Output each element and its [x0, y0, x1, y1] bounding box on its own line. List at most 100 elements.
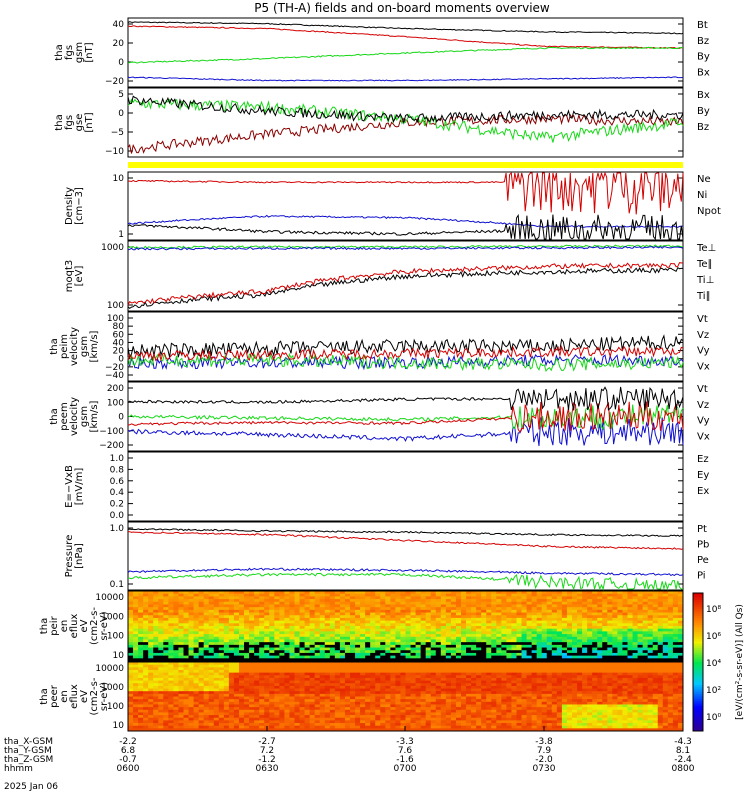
spectrogram-cell — [208, 685, 215, 689]
spectrogram-cell — [521, 626, 527, 630]
spectrogram-cell — [198, 644, 205, 648]
spectrogram-cell — [445, 693, 452, 697]
spectrogram-cell — [375, 720, 381, 724]
spectrogram-cell — [481, 696, 487, 700]
spectrogram-cell — [193, 636, 200, 640]
spectrogram-cell — [602, 620, 608, 624]
spectrogram-cell — [425, 680, 432, 684]
spectrogram-cell — [486, 672, 492, 676]
spectrogram-cell — [284, 612, 290, 616]
spectrogram-cell — [506, 609, 512, 613]
spectrogram-cell — [450, 634, 457, 638]
spectrogram-cell — [319, 696, 326, 700]
spectrogram-cell — [299, 634, 305, 638]
spectrogram-cell — [279, 720, 285, 724]
spectrogram-cell — [269, 652, 275, 657]
spectrogram-cell — [496, 626, 502, 630]
spectrogram-cell — [244, 664, 250, 668]
spectrogram-cell — [642, 599, 649, 603]
spectrogram-cell — [435, 593, 442, 597]
spectrogram-cell — [244, 620, 250, 624]
spectrogram-cell — [309, 615, 316, 619]
spectrogram-cell — [329, 675, 336, 679]
spectrogram-cell — [339, 620, 346, 624]
spectrogram-cell — [395, 591, 401, 595]
spectrogram-cell — [632, 639, 638, 643]
spectrogram-cell — [329, 628, 336, 632]
spectrogram-cell — [350, 728, 356, 732]
spectrogram-cell — [233, 655, 240, 659]
spectrogram-cell — [667, 623, 674, 627]
spectrogram-cell — [198, 655, 205, 659]
spectrogram-cell — [496, 639, 502, 643]
spectrogram-cell — [380, 607, 386, 611]
spectrogram-cell — [572, 652, 578, 657]
spectrogram-cell — [218, 642, 225, 646]
spectrogram-cell — [375, 669, 381, 674]
spectrogram-cell — [158, 650, 164, 654]
spectrogram-cell — [370, 596, 376, 600]
spectrogram-cell — [466, 626, 472, 630]
spectrogram-cell — [239, 680, 245, 684]
spectrogram-cell — [607, 604, 613, 608]
spectrogram-cell — [445, 604, 452, 608]
spectrogram-cell — [339, 664, 346, 668]
spectrogram-cell — [365, 634, 371, 638]
spectrogram-cell — [153, 677, 159, 681]
spectrogram-cell — [491, 609, 497, 613]
spectrogram-cell — [667, 604, 674, 608]
spectrogram-cell — [163, 693, 169, 697]
spectrogram-cell — [233, 709, 240, 713]
spectrogram-cell — [632, 599, 638, 603]
spectrogram-cell — [375, 599, 381, 603]
spectrogram-cell — [551, 617, 558, 622]
spectrogram-cell — [410, 669, 416, 674]
spectrogram-cell — [627, 652, 633, 657]
spectrogram-cell — [304, 704, 311, 708]
spectrogram-cell — [385, 699, 391, 703]
spectrogram-cell — [390, 615, 396, 619]
spectrogram-cell — [193, 717, 200, 721]
spectrogram-cell — [662, 639, 669, 643]
spectrogram-cell — [198, 609, 205, 613]
spectrogram-p9 — [128, 591, 684, 662]
spectrogram-cell — [173, 696, 179, 700]
spectrogram-cell — [264, 626, 270, 630]
spectrogram-cell — [450, 642, 457, 646]
spectrogram-cell — [188, 712, 194, 716]
spectrogram-cell — [289, 591, 295, 595]
spectrogram-cell — [435, 636, 442, 640]
spectrogram-cell — [158, 642, 164, 646]
spectrogram-cell — [385, 591, 391, 595]
spectrogram-cell — [425, 650, 432, 654]
spectrogram-cell — [344, 642, 351, 646]
spectrogram-cell — [657, 658, 664, 662]
spectrogram-cell — [188, 715, 194, 719]
spectrogram-cell — [476, 699, 482, 703]
spectrogram-cell — [233, 662, 240, 666]
spectrogram-cell — [425, 647, 432, 651]
spectrogram-cell — [299, 647, 305, 651]
spectrogram-cell — [198, 599, 205, 603]
spectrogram-cell — [355, 699, 361, 703]
spectrogram-cell — [223, 691, 230, 695]
spectrogram-cell — [143, 725, 149, 729]
spectrogram-cell — [228, 662, 235, 666]
spectrogram-cell — [486, 723, 492, 727]
spectrogram-cell — [153, 636, 159, 640]
spectrogram-cell — [279, 723, 285, 727]
spectrogram-cell — [228, 658, 235, 662]
spectrogram-cell — [466, 655, 472, 659]
spectrogram-cell — [239, 717, 245, 721]
spectrogram-cell — [461, 626, 467, 630]
spectrogram-cell — [637, 623, 644, 627]
legend-p4-item: Ti⊥ — [696, 275, 714, 286]
spectrogram-cell — [380, 604, 386, 608]
spectrogram-cell — [491, 601, 497, 605]
spectrogram-cell — [486, 620, 492, 624]
spectrogram-cell — [566, 628, 573, 632]
spectrogram-cell — [556, 623, 563, 627]
spectrogram-cell — [370, 639, 376, 643]
spectrogram-cell — [410, 680, 416, 684]
spectrogram-cell — [198, 607, 205, 611]
